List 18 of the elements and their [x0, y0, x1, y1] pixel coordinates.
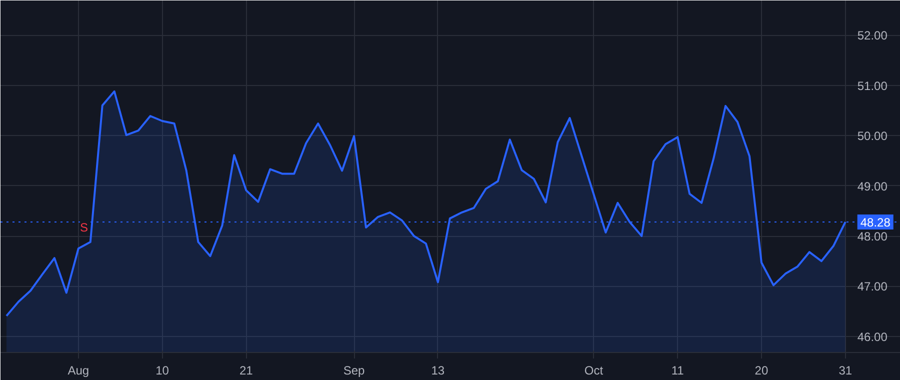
x-tick-label: Oct — [584, 364, 604, 378]
x-tick-label: 20 — [754, 364, 768, 378]
x-tick-label: Sep — [343, 364, 366, 378]
ref-line-label: 48.28 — [860, 215, 891, 230]
x-tick-label: 10 — [156, 364, 170, 378]
x-tick-label: 11 — [671, 364, 684, 378]
y-tick-label: 51.00 — [857, 78, 888, 93]
x-tick-label: 31 — [838, 364, 852, 378]
y-tick-label: 49.00 — [857, 179, 888, 194]
y-tick-label: 52.00 — [857, 28, 888, 43]
y-tick-label: 48.00 — [857, 230, 888, 244]
annotation: S — [80, 220, 88, 234]
y-tick-label: 46.00 — [857, 330, 888, 344]
y-tick-label: 50.00 — [857, 129, 888, 144]
y-tick-label: 47.00 — [857, 280, 888, 294]
x-tick-label: Aug — [68, 364, 90, 378]
x-tick-label: 21 — [240, 364, 254, 378]
x-tick-label: 13 — [431, 364, 445, 378]
